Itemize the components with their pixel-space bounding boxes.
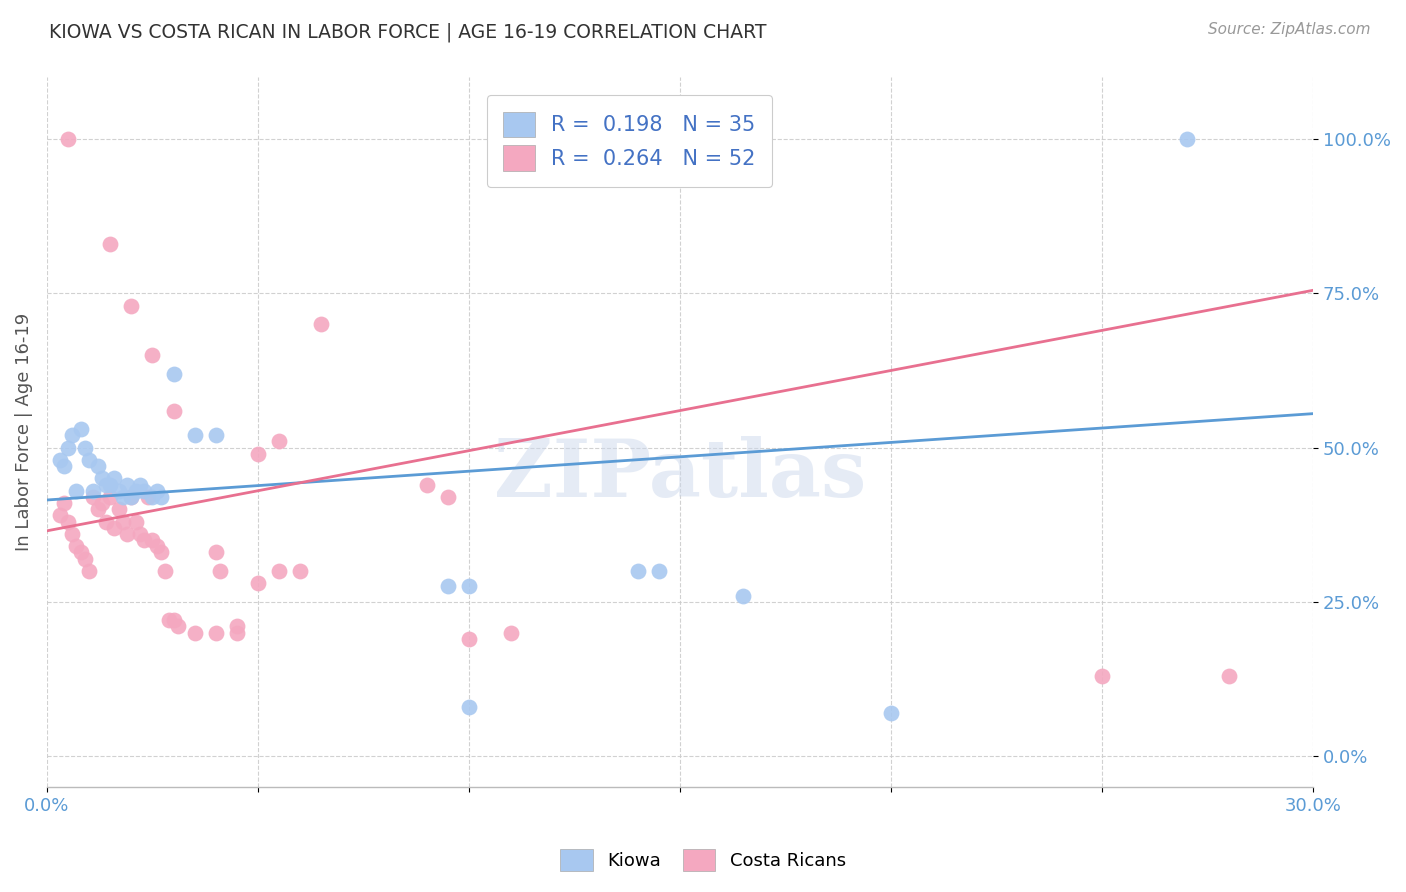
Point (107, 483, 129, 498)
Point (136, 490, 159, 504)
Point (1218, 669, 1240, 683)
Point (69, 545, 91, 559)
Point (98, 490, 121, 504)
Point (82, 490, 104, 504)
Point (56, 515, 79, 529)
Point (48, 508, 70, 523)
Point (52, 458, 75, 473)
Point (458, 632, 481, 646)
Point (1091, 669, 1114, 683)
Point (120, 490, 142, 504)
Point (225, 625, 247, 640)
Point (65, 539, 87, 553)
Point (94, 477, 117, 491)
Point (733, 589, 755, 603)
Point (73, 441, 96, 455)
Point (204, 545, 226, 559)
Point (124, 515, 146, 529)
Point (145, 483, 167, 498)
Point (60, 527, 83, 541)
Point (162, 613, 184, 627)
Point (149, 545, 172, 559)
Point (501, 625, 523, 640)
Point (416, 477, 439, 491)
Point (94, 515, 117, 529)
Point (141, 533, 163, 547)
Point (128, 527, 150, 541)
Legend: Kiowa, Costa Ricans: Kiowa, Costa Ricans (553, 842, 853, 879)
Point (103, 521, 125, 535)
Point (166, 619, 188, 633)
Legend: R =  0.198   N = 35, R =  0.264   N = 52: R = 0.198 N = 35, R = 0.264 N = 52 (486, 95, 772, 187)
Point (437, 579, 460, 593)
Point (98, 237, 121, 252)
Point (648, 564, 671, 578)
Point (120, 490, 142, 504)
Text: Source: ZipAtlas.com: Source: ZipAtlas.com (1208, 22, 1371, 37)
Point (149, 490, 172, 504)
Point (204, 428, 226, 442)
Point (267, 434, 290, 449)
Point (246, 447, 269, 461)
Point (162, 367, 184, 381)
Point (65, 483, 87, 498)
Point (60, 428, 83, 442)
Point (120, 299, 142, 313)
Point (437, 490, 460, 504)
Point (153, 564, 176, 578)
Point (311, 317, 333, 331)
Text: KIOWA VS COSTA RICAN IN LABOR FORCE | AGE 16-19 CORRELATION CHART: KIOWA VS COSTA RICAN IN LABOR FORCE | AG… (49, 22, 766, 42)
Point (124, 483, 146, 498)
Point (458, 579, 481, 593)
Point (208, 564, 231, 578)
Point (128, 477, 150, 491)
Point (86, 502, 108, 516)
Point (141, 490, 163, 504)
Point (157, 613, 180, 627)
Point (132, 483, 155, 498)
Point (82, 483, 104, 498)
Point (90, 471, 112, 485)
Y-axis label: In Labor Force | Age 16-19: In Labor Force | Age 16-19 (15, 313, 32, 551)
Point (132, 533, 155, 547)
Point (183, 428, 205, 442)
Point (115, 477, 138, 491)
Point (77, 453, 100, 467)
Point (1175, 132, 1198, 146)
Point (90, 496, 112, 510)
Point (141, 348, 163, 362)
Point (183, 625, 205, 640)
Point (111, 490, 134, 504)
Point (111, 515, 134, 529)
Point (225, 619, 247, 633)
Point (115, 527, 138, 541)
Point (69, 422, 91, 436)
Point (246, 576, 269, 591)
Point (458, 699, 481, 714)
Point (267, 564, 290, 578)
Point (73, 551, 96, 566)
Point (627, 564, 650, 578)
Point (56, 441, 79, 455)
Point (107, 502, 129, 516)
Point (204, 625, 226, 640)
Point (103, 471, 125, 485)
Point (86, 458, 108, 473)
Point (56, 132, 79, 146)
Point (288, 564, 311, 578)
Point (77, 564, 100, 578)
Point (98, 477, 121, 491)
Point (162, 403, 184, 417)
Point (48, 453, 70, 467)
Text: ZIPatlas: ZIPatlas (494, 435, 866, 514)
Point (880, 706, 903, 720)
Point (52, 496, 75, 510)
Point (145, 539, 167, 553)
